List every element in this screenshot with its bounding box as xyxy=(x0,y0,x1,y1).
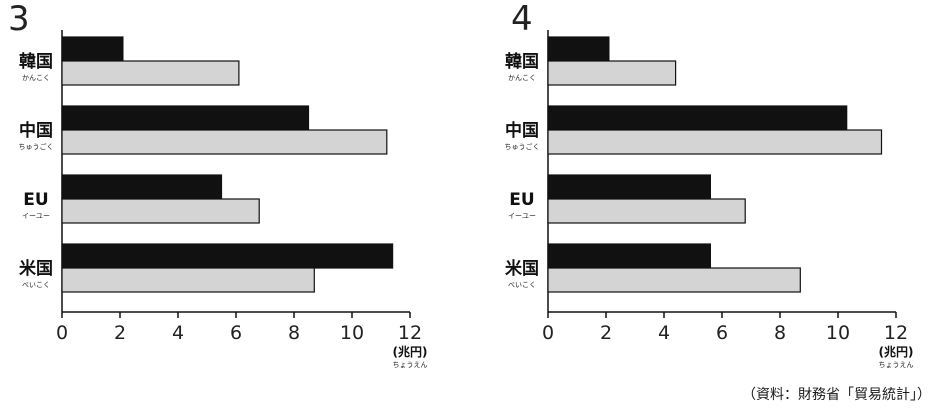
bar-series2-1 xyxy=(61,129,388,155)
category-reading: べいこく xyxy=(508,281,536,289)
x-tick-label: 12 xyxy=(398,322,422,344)
bar-series2-3 xyxy=(547,267,801,293)
category-label: EU xyxy=(23,190,48,210)
category-reading: イーユー xyxy=(508,212,536,220)
unit-label: (兆円) xyxy=(879,344,914,359)
category-label: 米国 xyxy=(505,258,539,279)
x-tick-label: 10 xyxy=(340,322,364,344)
x-tick-label: 6 xyxy=(716,322,728,344)
bar-series2-2 xyxy=(547,198,746,224)
bar-series2-0 xyxy=(547,60,677,86)
category-label: 米国 xyxy=(19,258,53,279)
category-label: 中国 xyxy=(19,120,53,141)
chart-title: 3 xyxy=(8,0,30,39)
bar-series1-2 xyxy=(547,174,711,200)
bar-series2-0 xyxy=(61,60,240,86)
unit-reading: ちょうえん xyxy=(393,361,428,369)
x-tick-label: 10 xyxy=(826,322,850,344)
x-tick-label: 0 xyxy=(542,322,554,344)
bar-series1-0 xyxy=(61,36,124,62)
category-label: EU xyxy=(509,190,534,210)
category-reading: ちゅうごく xyxy=(19,142,54,151)
x-tick-label: 4 xyxy=(658,322,670,344)
x-tick-label: 8 xyxy=(288,322,300,344)
bar-series1-2 xyxy=(61,174,223,200)
x-tick-label: 8 xyxy=(774,322,786,344)
x-tick-label: 6 xyxy=(230,322,242,344)
category-label: 韓国 xyxy=(19,51,53,72)
bar-series1-3 xyxy=(61,243,394,269)
bar-series2-3 xyxy=(61,267,315,293)
source-note: （資料：財務省「貿易統計」） xyxy=(742,387,931,403)
bar-series2-2 xyxy=(61,198,260,224)
category-label: 中国 xyxy=(505,120,539,141)
unit-reading: ちょうえん xyxy=(879,361,914,369)
category-reading: イーユー xyxy=(22,212,50,220)
category-reading: かんこく xyxy=(508,74,536,82)
x-tick-label: 2 xyxy=(600,322,612,344)
category-reading: ちゅうごく xyxy=(505,142,540,151)
unit-label: (兆円) xyxy=(393,344,428,359)
category-label: 韓国 xyxy=(505,51,539,72)
x-tick-label: 2 xyxy=(114,322,126,344)
bar-series2-1 xyxy=(547,129,883,155)
bar-series1-1 xyxy=(547,105,848,131)
x-tick-label: 0 xyxy=(56,322,68,344)
chart-title: 4 xyxy=(511,0,533,39)
category-reading: かんこく xyxy=(22,74,50,82)
x-tick-label: 4 xyxy=(172,322,184,344)
x-tick-label: 12 xyxy=(884,322,908,344)
bar-series1-0 xyxy=(547,36,610,62)
bar-series1-3 xyxy=(547,243,711,269)
bar-series1-1 xyxy=(61,105,310,131)
category-reading: べいこく xyxy=(22,281,50,289)
